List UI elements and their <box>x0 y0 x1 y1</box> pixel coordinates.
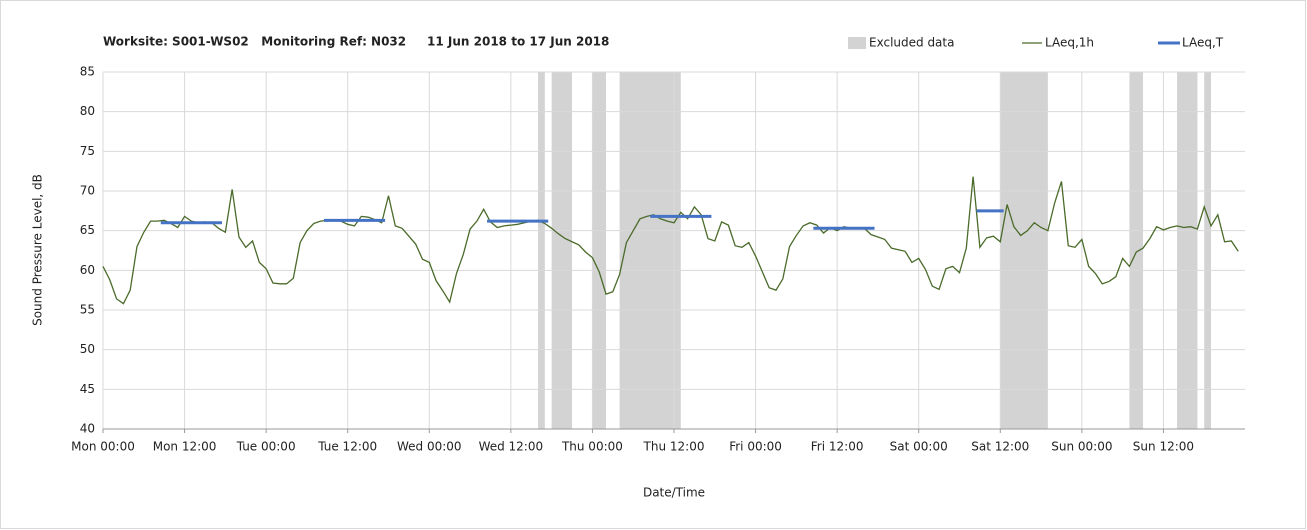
x-tick-label: Thu 00:00 <box>561 440 623 454</box>
x-tick-label: Wed 00:00 <box>397 440 462 454</box>
excluded-band <box>592 72 607 429</box>
x-tick-label: Tue 12:00 <box>317 440 377 454</box>
x-tick-label: Sat 00:00 <box>890 440 948 454</box>
x-tick-label: Mon 12:00 <box>153 440 217 454</box>
excluded-band <box>1000 72 1048 429</box>
excluded-band <box>1177 72 1198 429</box>
excluded-band <box>619 72 681 429</box>
y-tick-label: 85 <box>80 65 95 79</box>
y-tick-label: 65 <box>80 223 95 237</box>
x-tick-label: Sat 12:00 <box>971 440 1029 454</box>
legend-label: LAeq,1h <box>1045 36 1094 50</box>
excluded-band <box>1204 72 1212 429</box>
excluded-band <box>1129 72 1144 429</box>
x-tick-label: Sun 12:00 <box>1133 440 1194 454</box>
x-tick-label: Mon 00:00 <box>71 440 135 454</box>
x-tick-label: Thu 12:00 <box>643 440 705 454</box>
y-tick-label: 80 <box>80 104 95 118</box>
excluded-band <box>551 72 573 429</box>
x-tick-label: Tue 00:00 <box>236 440 296 454</box>
y-tick-label: 45 <box>80 382 95 396</box>
y-tick-label: 50 <box>80 342 95 356</box>
x-tick-label: Sun 00:00 <box>1051 440 1112 454</box>
x-tick-label: Fri 00:00 <box>729 440 782 454</box>
y-tick-label: 70 <box>80 184 95 198</box>
y-tick-label: 60 <box>80 263 95 277</box>
legend-label: LAeq,T <box>1182 36 1224 50</box>
legend-label: Excluded data <box>869 36 954 50</box>
chart-title: Worksite: S001-WS02 Monitoring Ref: N032… <box>103 35 609 49</box>
y-tick-label: 55 <box>80 303 95 317</box>
excluded-band <box>538 72 545 429</box>
y-tick-label: 40 <box>80 422 95 436</box>
y-axis-label: Sound Pressure Level, dB <box>31 174 45 326</box>
x-tick-label: Wed 12:00 <box>479 440 544 454</box>
y-tick-label: 75 <box>80 144 95 158</box>
x-axis-label: Date/Time <box>643 486 705 500</box>
legend-swatch <box>848 37 866 49</box>
line-series <box>102 176 1239 305</box>
x-tick-label: Fri 12:00 <box>811 440 864 454</box>
